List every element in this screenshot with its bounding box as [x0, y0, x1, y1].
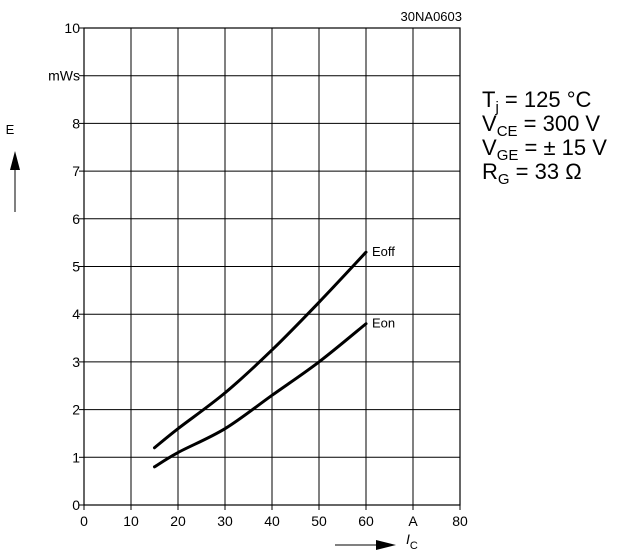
y-tick-label: 10 [64, 20, 80, 36]
series: Eoff Eon [153, 244, 395, 469]
x-tick-label: 50 [311, 513, 327, 529]
y-tick-labels: 0 1 2 3 4 5 6 7 8 mWs 10 [48, 20, 80, 513]
x-tick-labels: 0 10 20 30 40 50 60 A 80 [80, 513, 468, 529]
grid [79, 27, 461, 510]
series-label-eoff: Eoff [372, 244, 395, 259]
figure-code: 30NA0603 [401, 9, 462, 24]
condition-line: VCE = 300 V [482, 111, 600, 140]
y-tick-label: 8 [72, 115, 80, 131]
series-line-eoff [153, 250, 368, 450]
condition-line: Tj = 125 °C [482, 87, 591, 116]
x-tick-label: 80 [452, 513, 468, 529]
condition-line: RG = 33 Ω [482, 159, 582, 188]
x-tick-label: 30 [217, 513, 233, 529]
y-tick-label: 1 [72, 449, 80, 465]
x-tick-label: 20 [170, 513, 186, 529]
condition-line: VGE = ± 15 V [482, 135, 607, 164]
series-line-eon [153, 322, 368, 469]
y-tick-label: 6 [72, 211, 80, 227]
y-axis-arrow-head [10, 151, 20, 170]
y-axis-label: E [6, 122, 15, 137]
series-label-eon: Eon [372, 316, 395, 331]
y-tick-label: 5 [72, 259, 80, 275]
y-tick-label: 2 [72, 402, 80, 418]
x-axis-label: IC [406, 531, 418, 552]
y-tick-label: 4 [72, 306, 80, 322]
x-tick-label: 0 [80, 513, 88, 529]
x-tick-label: 60 [358, 513, 374, 529]
y-tick-label: 3 [72, 354, 80, 370]
x-tick-label: 10 [123, 513, 139, 529]
y-tick-label: 7 [72, 163, 80, 179]
x-tick-label: A [408, 513, 418, 529]
y-tick-label: mWs [48, 68, 80, 84]
x-tick-label: 40 [264, 513, 280, 529]
y-tick-label: 0 [72, 497, 80, 513]
x-axis-arrow-head [376, 540, 396, 550]
plot-frame [83, 27, 461, 506]
